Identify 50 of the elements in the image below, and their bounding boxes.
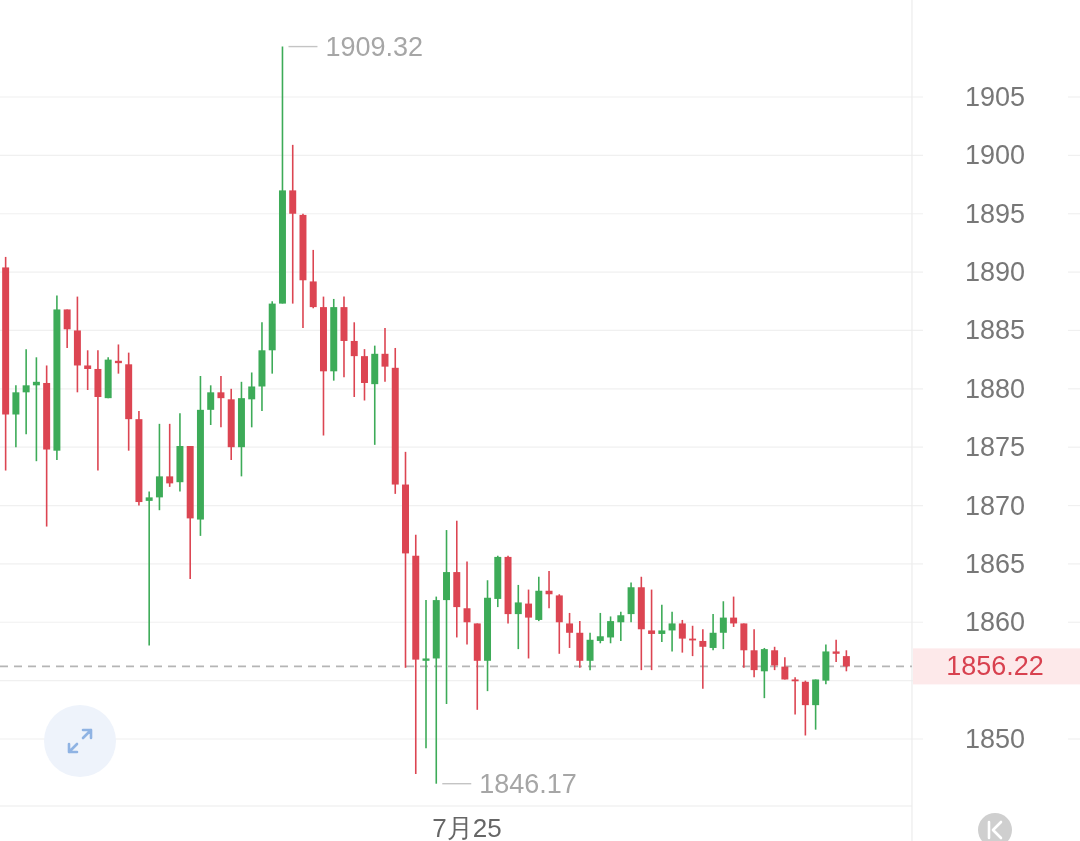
candlestick <box>12 384 20 448</box>
candlestick <box>463 560 471 646</box>
candlestick <box>22 348 30 436</box>
candlestick <box>719 600 727 650</box>
candlestick <box>699 628 707 690</box>
candlestick <box>350 321 358 398</box>
annotation: 1909.32 <box>325 31 424 62</box>
candlestick <box>801 679 809 737</box>
candlestick <box>678 619 686 654</box>
candlestick <box>668 610 676 653</box>
candlestick <box>422 599 430 750</box>
candlestick <box>166 423 174 488</box>
annotation: 1846.17 <box>479 768 577 799</box>
candlestick <box>155 423 163 512</box>
y-tick-label: 1860 <box>964 607 1026 638</box>
ref-line-label: 1856.22 <box>946 651 1044 682</box>
candlestick <box>648 588 656 671</box>
candlestick <box>289 144 297 305</box>
candlestick <box>842 649 850 673</box>
y-tick-label: 1890 <box>964 257 1026 288</box>
candlestick <box>832 638 840 663</box>
candlestick <box>525 588 533 660</box>
candlestick <box>566 612 574 649</box>
candlestick <box>248 371 256 429</box>
candlestick <box>791 676 799 716</box>
candlestick <box>514 584 522 650</box>
candlestick <box>617 610 625 642</box>
y-tick-label: 1885 <box>964 315 1026 346</box>
x-tick-label: 7月25 <box>432 813 502 841</box>
candlestick <box>217 375 225 429</box>
y-tick-label: 1900 <box>964 140 1026 171</box>
y-tick-label: 1905 <box>964 82 1026 112</box>
candlestick <box>607 615 615 645</box>
candlestick <box>63 308 71 349</box>
candlestick <box>145 490 153 647</box>
y-tick-label: 1895 <box>964 198 1026 229</box>
candlestick <box>709 613 717 652</box>
y-tick-label: 1850 <box>964 724 1026 754</box>
candlestick <box>207 384 215 426</box>
candlestick <box>658 603 666 643</box>
y-tick-label: 1870 <box>964 490 1026 521</box>
y-tick-label: 1865 <box>964 548 1026 579</box>
y-tick-label: 1880 <box>964 373 1026 404</box>
candlestick <box>750 628 758 678</box>
candlestick <box>84 349 92 391</box>
candlestick <box>586 631 594 671</box>
candlestick <box>771 645 779 671</box>
candlestick <box>596 612 604 645</box>
candlestick <box>760 647 768 699</box>
y-tick-label: 1875 <box>964 432 1026 463</box>
